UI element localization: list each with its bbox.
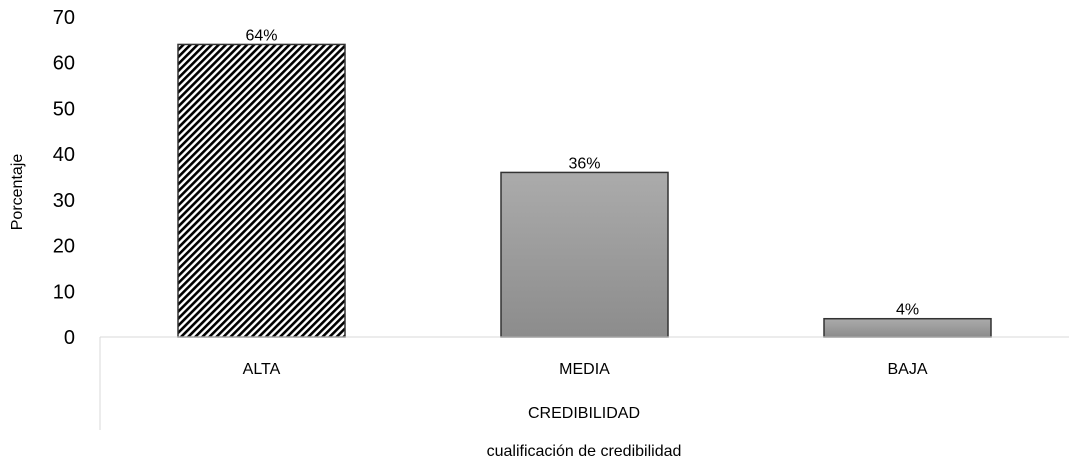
y-tick-label: 40: [53, 144, 75, 166]
y-tick-label: 0: [64, 327, 75, 349]
bar-media: [500, 171, 669, 338]
data-label-media: 36%: [568, 155, 600, 172]
data-labels-group: 64% 36% 4%: [245, 27, 919, 318]
bar-baja: [823, 317, 992, 338]
category-label-media: MEDIA: [559, 361, 610, 378]
y-tick-label: 30: [53, 190, 75, 212]
y-axis-title: Porcentaje: [9, 154, 26, 231]
bar-alta: [177, 43, 346, 338]
category-labels-group: ALTA MEDIA BAJA: [243, 361, 928, 378]
x-axis-title: cualificación de credibilidad: [487, 443, 682, 460]
category-group-label: CREDIBILIDAD: [528, 405, 640, 422]
y-tick-label: 70: [53, 7, 75, 29]
y-tick-label: 10: [53, 281, 75, 303]
category-label-baja: BAJA: [887, 361, 927, 378]
y-tick-label: 50: [53, 98, 75, 120]
category-label-alta: ALTA: [243, 361, 281, 378]
y-tick-label: 20: [53, 236, 75, 258]
data-label-alta: 64%: [245, 27, 277, 44]
bars-group: [177, 43, 992, 338]
data-label-baja: 4%: [896, 302, 919, 319]
y-tick-label: 60: [53, 53, 75, 75]
y-axis-ticks: 0 10 20 30 40 50 60 70: [53, 7, 75, 349]
